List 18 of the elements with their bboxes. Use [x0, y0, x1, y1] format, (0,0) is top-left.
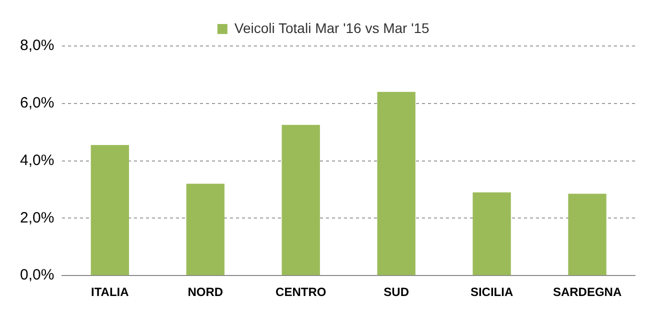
x-tick-label: NORD — [188, 285, 224, 300]
y-tick-label: 2,0% — [20, 209, 54, 226]
y-tick-label: 4,0% — [20, 152, 54, 169]
x-tick-label: SARDEGNA — [552, 285, 622, 300]
y-tick-label: 8,0% — [20, 37, 54, 54]
bar — [472, 192, 511, 276]
bar — [377, 92, 416, 276]
x-tick-label: SICILIA — [470, 285, 514, 300]
bar — [90, 145, 130, 276]
y-tick-label: 6,0% — [20, 94, 54, 112]
x-tick-label: CENTRO — [276, 285, 326, 300]
y-tick-label: 0,0% — [20, 266, 54, 284]
bar — [282, 124, 320, 276]
legend-label: Veicoli Totali Mar '16 vs Mar '15 — [234, 20, 430, 36]
bar — [568, 194, 606, 276]
x-tick-label: ITALIA — [91, 285, 130, 300]
x-tick-label: SUD — [384, 285, 410, 300]
bar — [186, 184, 224, 276]
